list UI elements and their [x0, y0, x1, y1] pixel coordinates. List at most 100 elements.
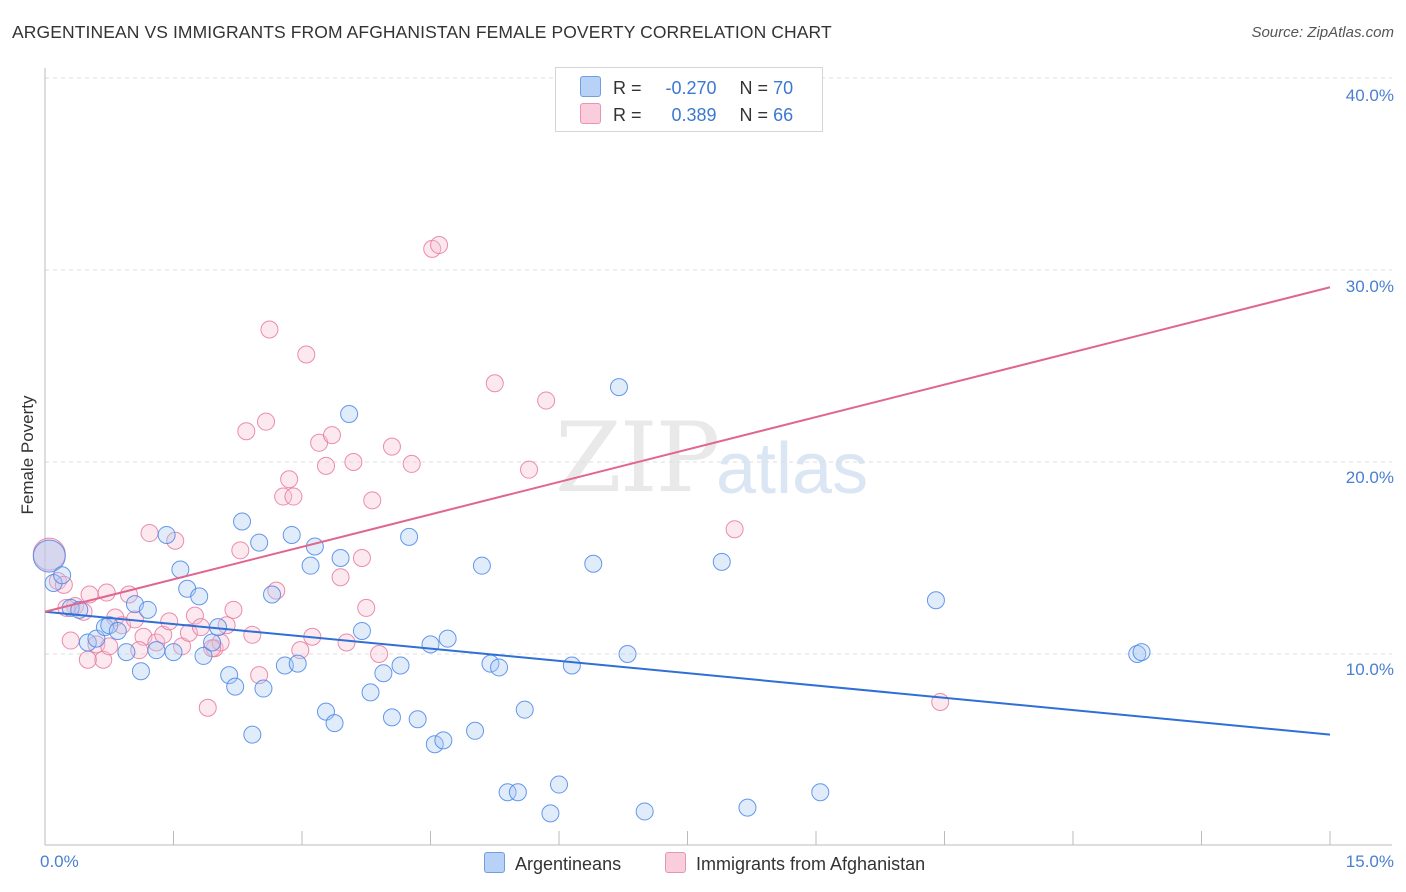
- x-tick-label-min: 0.0%: [40, 852, 79, 871]
- point-afghanistan: [331, 568, 350, 587]
- point-argentineans: [434, 731, 453, 750]
- point-afghanistan: [316, 456, 335, 475]
- point-argentineans: [226, 677, 245, 696]
- point-argentineans: [147, 641, 166, 660]
- point-argentineans: [490, 658, 509, 677]
- legend-label: Argentineans: [515, 854, 622, 874]
- point-argentineans: [190, 587, 209, 606]
- point-argentineans: [352, 621, 371, 640]
- point-argentineans: [53, 566, 72, 585]
- point-argentineans: [438, 629, 457, 648]
- y-tick-label: 10.0%: [1345, 660, 1394, 679]
- point-afghanistan: [337, 633, 356, 652]
- legend-r-label: R =: [613, 78, 642, 98]
- point-argentineans: [811, 783, 830, 802]
- y-tick-label: 30.0%: [1345, 277, 1394, 296]
- point-afghanistan: [250, 666, 269, 685]
- legend-r-value: 0.389: [671, 105, 717, 125]
- point-argentineans: [263, 585, 282, 604]
- point-argentineans: [305, 537, 324, 556]
- point-argentineans: [282, 525, 301, 544]
- point-argentineans: [584, 554, 603, 573]
- legend-item-afghanistan: Immigrants from Afghanistan: [665, 852, 925, 875]
- point-argentineans: [243, 725, 262, 744]
- y-tick-label: 40.0%: [1345, 86, 1394, 105]
- legend-swatch-blue: [484, 852, 505, 873]
- point-argentineans: [382, 708, 401, 727]
- point-afghanistan: [185, 606, 204, 625]
- point-argentineans: [78, 633, 97, 652]
- point-argentineans: [738, 798, 757, 817]
- x-tick-label-max: 15.0%: [1345, 852, 1394, 871]
- legend-swatch-pink: [580, 103, 601, 124]
- legend-n-value: 66: [773, 105, 794, 125]
- point-afghanistan: [402, 454, 421, 473]
- point-afghanistan: [297, 345, 316, 364]
- point-argentineans: [1132, 643, 1151, 662]
- point-afghanistan: [291, 641, 310, 660]
- correlation-legend: R = -0.270 N = 70 R = 0.389 N = 66: [555, 67, 823, 132]
- point-afghanistan: [243, 625, 262, 644]
- point-afghanistan: [237, 422, 256, 441]
- point-afghanistan: [94, 650, 113, 669]
- point-afghanistan: [257, 412, 276, 431]
- legend-swatch-blue: [580, 76, 601, 97]
- point-argentineans: [108, 621, 127, 640]
- trendline-afghanistan: [44, 286, 1331, 613]
- point-afghanistan: [344, 453, 363, 471]
- point-afghanistan: [280, 470, 299, 489]
- point-afghanistan: [520, 460, 539, 479]
- point-afghanistan: [274, 487, 293, 506]
- legend-r-value: -0.270: [665, 78, 717, 98]
- point-argentineans: [609, 378, 628, 397]
- point-argentineans: [138, 600, 157, 619]
- point-argentineans: [131, 662, 150, 681]
- point-argentineans: [301, 556, 320, 575]
- legend-n-label: N =: [739, 78, 769, 98]
- point-argentineans: [164, 643, 183, 662]
- y-axis-label: Female Poverty: [18, 395, 37, 515]
- point-argentineans: [157, 525, 176, 544]
- point-argentineans: [288, 654, 307, 673]
- point-afghanistan: [78, 650, 97, 669]
- point-argentineans: [408, 710, 427, 729]
- point-afghanistan: [260, 320, 279, 339]
- point-afghanistan: [363, 491, 382, 510]
- point-afghanistan: [430, 236, 449, 255]
- point-argentineans: [233, 512, 252, 531]
- point-argentineans: [374, 664, 393, 683]
- legend-item-argentineans: Argentineans: [484, 852, 621, 875]
- point-argentineans: [325, 714, 344, 733]
- point-argentineans: [331, 549, 350, 567]
- legend-row-argentineans: R = -0.270 N = 70: [580, 76, 793, 98]
- point-afghanistan: [322, 426, 341, 445]
- point-argentineans: [250, 533, 269, 552]
- point-argentineans: [32, 539, 66, 573]
- point-afghanistan: [224, 600, 243, 619]
- point-afghanistan: [725, 520, 744, 539]
- point-argentineans: [340, 405, 359, 423]
- point-argentineans: [635, 802, 654, 821]
- point-argentineans: [562, 656, 581, 675]
- point-afghanistan: [537, 391, 556, 410]
- point-afghanistan: [154, 625, 173, 644]
- point-argentineans: [472, 556, 491, 575]
- legend-r-label: R =: [613, 105, 642, 125]
- point-argentineans: [203, 633, 222, 652]
- point-argentineans: [425, 735, 444, 754]
- trendline-argentineans: [44, 610, 1331, 736]
- point-afghanistan: [284, 487, 303, 506]
- point-argentineans: [421, 635, 440, 654]
- point-argentineans: [508, 783, 527, 802]
- point-afghanistan: [382, 437, 401, 456]
- point-argentineans: [361, 683, 380, 702]
- legend-n-value: 70: [773, 78, 794, 98]
- point-afghanistan: [231, 541, 250, 560]
- point-argentineans: [117, 643, 136, 662]
- point-argentineans: [498, 783, 517, 802]
- point-argentineans: [194, 646, 213, 665]
- point-afghanistan: [485, 374, 504, 393]
- point-afghanistan: [147, 633, 166, 652]
- point-afghanistan: [352, 549, 371, 567]
